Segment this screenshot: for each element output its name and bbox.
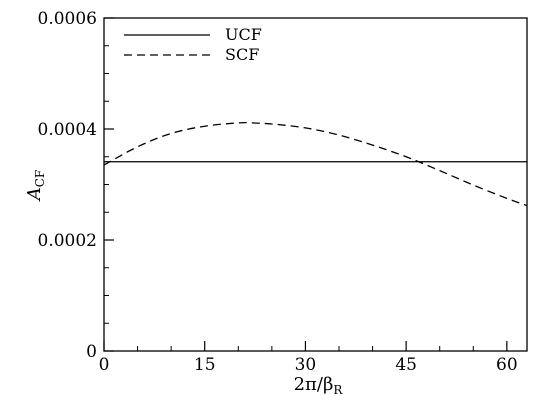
legend: UCF SCF [124,25,262,64]
legend-label-scf: SCF [225,45,259,64]
legend-label-ucf: UCF [225,25,262,44]
y-tick-label: 0 [86,342,97,362]
x-tick-label: 30 [295,355,317,375]
x-tick-label: 60 [496,355,518,375]
x-tick-label: 15 [194,355,216,375]
y-tick-label: 0.0006 [38,9,97,29]
x-axis-label: 2π/βR [294,374,344,396]
axis-ticks [103,17,508,352]
series-lines [103,121,528,207]
series-line-scf [103,121,528,207]
y-tick-label: 0.0004 [38,120,97,140]
y-tick-label: 0.0002 [38,231,97,251]
x-tick-label: 0 [99,355,110,375]
tick-labels: 0 15 30 45 60 0 0.0002 0.0004 0.0006 [38,9,518,375]
x-tick-label: 45 [395,355,417,375]
plot-frame [103,17,528,352]
y-axis-label: ACF [24,170,47,203]
